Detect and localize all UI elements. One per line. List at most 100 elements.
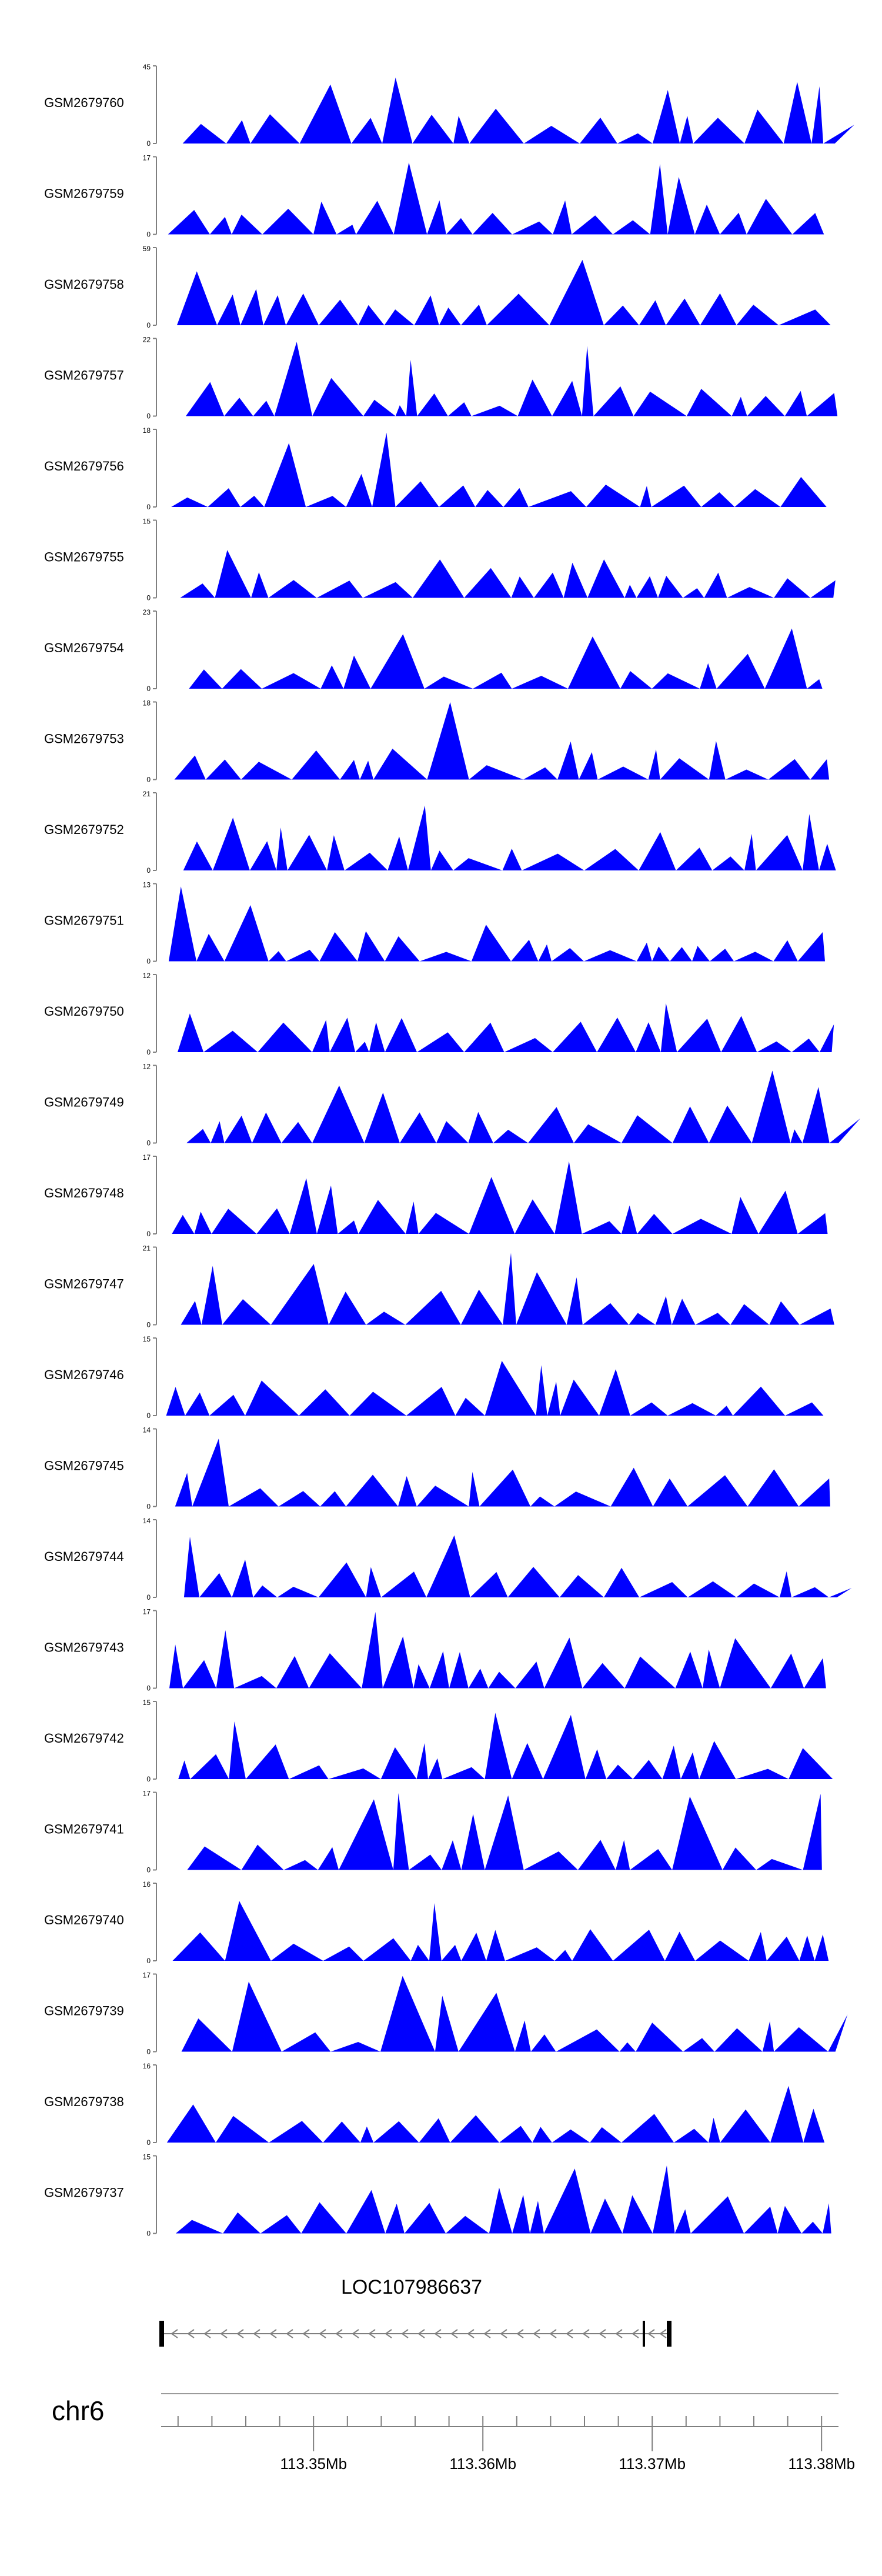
y-max-label: 14 bbox=[143, 1517, 151, 1525]
y-min-label: 0 bbox=[146, 685, 151, 693]
y-min-label: 0 bbox=[146, 2138, 151, 2147]
y-max-label: 15 bbox=[143, 1699, 151, 1707]
y-min-label: 0 bbox=[146, 1775, 151, 1783]
y-max-label: 59 bbox=[143, 245, 151, 253]
strand-arrow bbox=[483, 2329, 491, 2338]
strand-arrow bbox=[599, 2329, 606, 2338]
coverage-area bbox=[182, 77, 855, 144]
y-max-label: 16 bbox=[143, 2062, 151, 2070]
track-GSM2679745: GSM2679745 14 0 bbox=[44, 1426, 830, 1511]
coverage-area bbox=[172, 1901, 829, 1961]
strand-arrow bbox=[401, 2329, 409, 2338]
axis-ticks bbox=[177, 2416, 823, 2451]
y-min-label: 0 bbox=[146, 2048, 151, 2056]
coverage-area bbox=[178, 1713, 833, 1779]
track-label: GSM2679742 bbox=[44, 1731, 124, 1746]
track-GSM2679760: GSM2679760 45 0 bbox=[44, 63, 855, 148]
track-label: GSM2679739 bbox=[44, 2004, 124, 2018]
y-max-label: 17 bbox=[143, 1790, 151, 1798]
track-label: GSM2679759 bbox=[44, 186, 124, 201]
coverage-area bbox=[181, 1976, 848, 2052]
y-min-label: 0 bbox=[146, 2230, 151, 2238]
track-GSM2679741: GSM2679741 17 0 bbox=[44, 1790, 822, 1874]
track-label: GSM2679748 bbox=[44, 1186, 124, 1200]
chromosome-label: chr6 bbox=[52, 2395, 104, 2426]
y-max-label: 16 bbox=[143, 1880, 151, 1888]
y-min-label: 0 bbox=[146, 503, 151, 511]
strand-arrow bbox=[467, 2329, 475, 2338]
y-min-label: 0 bbox=[146, 957, 151, 966]
y-min-label: 0 bbox=[146, 321, 151, 329]
strand-arrow bbox=[253, 2329, 260, 2338]
strand-arrow bbox=[319, 2329, 326, 2338]
strand-arrow bbox=[516, 2329, 524, 2338]
y-max-label: 17 bbox=[143, 1153, 151, 1162]
track-label: GSM2679754 bbox=[44, 640, 124, 655]
coverage-area bbox=[171, 432, 827, 507]
track-label: GSM2679755 bbox=[44, 550, 124, 565]
y-min-label: 0 bbox=[146, 139, 151, 148]
coverage-area bbox=[178, 1003, 834, 1052]
strand-arrow bbox=[533, 2329, 540, 2338]
y-min-label: 0 bbox=[146, 1412, 151, 1420]
y-min-label: 0 bbox=[146, 1230, 151, 1238]
track-GSM2679757: GSM2679757 22 0 bbox=[44, 336, 838, 421]
track-GSM2679759: GSM2679759 17 0 bbox=[44, 154, 824, 239]
y-max-label: 14 bbox=[143, 1426, 151, 1434]
coverage-area bbox=[166, 2086, 825, 2143]
strand-arrow bbox=[203, 2329, 211, 2338]
track-GSM2679749: GSM2679749 12 0 bbox=[44, 1063, 861, 1147]
track-label: GSM2679745 bbox=[44, 1459, 124, 1473]
coverage-area bbox=[183, 1535, 852, 1597]
track-GSM2679756: GSM2679756 18 0 bbox=[44, 426, 827, 511]
track-label: GSM2679749 bbox=[44, 1095, 124, 1110]
strand-arrow bbox=[368, 2329, 376, 2338]
x-tick-label: 113.36Mb bbox=[449, 2455, 516, 2472]
y-max-label: 12 bbox=[143, 1063, 151, 1071]
track-label: GSM2679757 bbox=[44, 368, 124, 383]
y-max-label: 45 bbox=[143, 63, 151, 71]
track-GSM2679739: GSM2679739 17 0 bbox=[44, 1971, 848, 2056]
coverage-area bbox=[169, 1611, 826, 1689]
coverage-area bbox=[175, 1439, 830, 1507]
track-label: GSM2679737 bbox=[44, 2185, 124, 2200]
y-max-label: 12 bbox=[143, 972, 151, 980]
gene-strand-arrows bbox=[171, 2329, 667, 2338]
y-max-label: 18 bbox=[143, 699, 151, 708]
strand-arrow bbox=[632, 2329, 639, 2338]
coverage-area bbox=[166, 1360, 824, 1416]
track-GSM2679753: GSM2679753 18 0 bbox=[44, 699, 830, 784]
coverage-area bbox=[181, 1253, 834, 1325]
track-label: GSM2679758 bbox=[44, 277, 124, 292]
coverage-area bbox=[187, 1793, 822, 1870]
track-GSM2679740: GSM2679740 16 0 bbox=[44, 1880, 829, 1965]
coverage-area bbox=[189, 628, 823, 689]
track-GSM2679746: GSM2679746 15 0 bbox=[44, 1335, 824, 1420]
track-label: GSM2679750 bbox=[44, 1004, 124, 1019]
y-min-label: 0 bbox=[146, 866, 151, 875]
y-max-label: 15 bbox=[143, 1335, 151, 1343]
strand-arrow bbox=[352, 2329, 359, 2338]
y-min-label: 0 bbox=[146, 1957, 151, 1965]
coverage-area bbox=[183, 805, 836, 870]
x-tick-label: 113.38Mb bbox=[788, 2455, 855, 2472]
gene-label: LOC107986637 bbox=[341, 2276, 482, 2298]
track-label: GSM2679746 bbox=[44, 1367, 124, 1382]
coverage-area bbox=[186, 342, 838, 416]
strand-arrow bbox=[615, 2329, 623, 2338]
track-GSM2679743: GSM2679743 17 0 bbox=[44, 1608, 826, 1693]
track-label: GSM2679751 bbox=[44, 913, 124, 928]
strand-arrow bbox=[582, 2329, 590, 2338]
track-GSM2679752: GSM2679752 21 0 bbox=[44, 790, 836, 875]
coverage-area bbox=[176, 259, 831, 325]
y-max-label: 15 bbox=[143, 518, 151, 526]
strand-arrow bbox=[335, 2329, 343, 2338]
strand-arrow bbox=[500, 2329, 507, 2338]
x-tick-label: 113.35Mb bbox=[280, 2455, 347, 2472]
track-GSM2679744: GSM2679744 14 0 bbox=[44, 1517, 852, 1601]
y-min-label: 0 bbox=[146, 1866, 151, 1874]
strand-arrow bbox=[236, 2329, 244, 2338]
y-min-label: 0 bbox=[146, 1593, 151, 1601]
strand-arrow bbox=[417, 2329, 425, 2338]
